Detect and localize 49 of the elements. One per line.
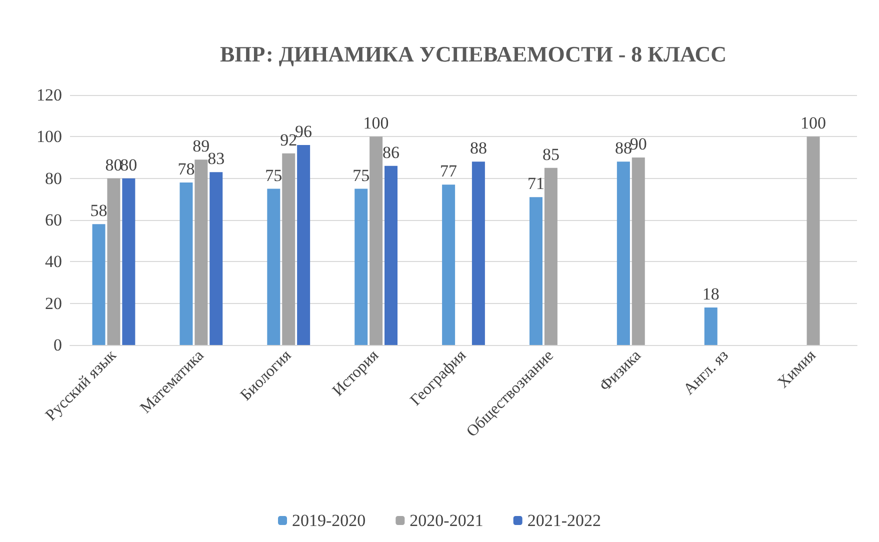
legend-label: 2019-2020	[292, 511, 366, 530]
y-tick-label: 40	[45, 252, 62, 272]
bar	[370, 136, 383, 345]
data-label: 71	[527, 174, 544, 194]
data-label: 96	[295, 122, 312, 141]
y-tick-label: 0	[54, 336, 62, 354]
bar	[472, 162, 485, 345]
data-label: 75	[352, 166, 370, 185]
data-label: 83	[208, 149, 225, 168]
bar	[354, 188, 368, 345]
y-tick-label: 20	[45, 294, 62, 313]
data-label: 100	[363, 114, 389, 133]
bar	[544, 168, 558, 345]
y-tick-label: 80	[45, 168, 62, 188]
bar	[210, 172, 223, 345]
data-label: 86	[382, 142, 400, 162]
data-label: 80	[120, 155, 138, 174]
data-label: 85	[542, 144, 560, 164]
legend-label: 2020-2021	[410, 511, 484, 530]
data-label: 18	[702, 284, 720, 304]
y-tick-label: 100	[36, 127, 62, 146]
bar	[297, 145, 310, 345]
bar	[122, 178, 136, 345]
data-label: 100	[800, 114, 826, 133]
y-tick-label: 60	[45, 210, 62, 230]
bar	[616, 162, 630, 345]
bar	[384, 166, 398, 345]
data-label: 58	[90, 201, 108, 220]
data-label: 88	[470, 138, 487, 158]
data-label: 78	[178, 160, 195, 178]
legend-label: 2021-2022	[527, 511, 602, 530]
bar	[704, 308, 718, 345]
bar	[632, 158, 645, 345]
bar	[529, 197, 542, 345]
bar	[194, 160, 208, 345]
bar	[282, 153, 296, 345]
data-label: 75	[265, 166, 282, 185]
data-label: 80	[105, 155, 122, 174]
data-label: 89	[192, 136, 210, 156]
bar	[180, 182, 193, 345]
bar	[806, 136, 820, 345]
bar	[442, 184, 456, 345]
bar	[107, 178, 120, 345]
data-label: 88	[614, 138, 632, 158]
bar	[267, 188, 280, 345]
y-tick-label: 120	[36, 86, 62, 104]
chart-title: ВПР: ДИНАМИКА УСПЕВАЕМОСТИ - 8 КЛАСС	[220, 42, 727, 66]
bar	[92, 224, 106, 345]
data-label: 77	[440, 162, 458, 181]
